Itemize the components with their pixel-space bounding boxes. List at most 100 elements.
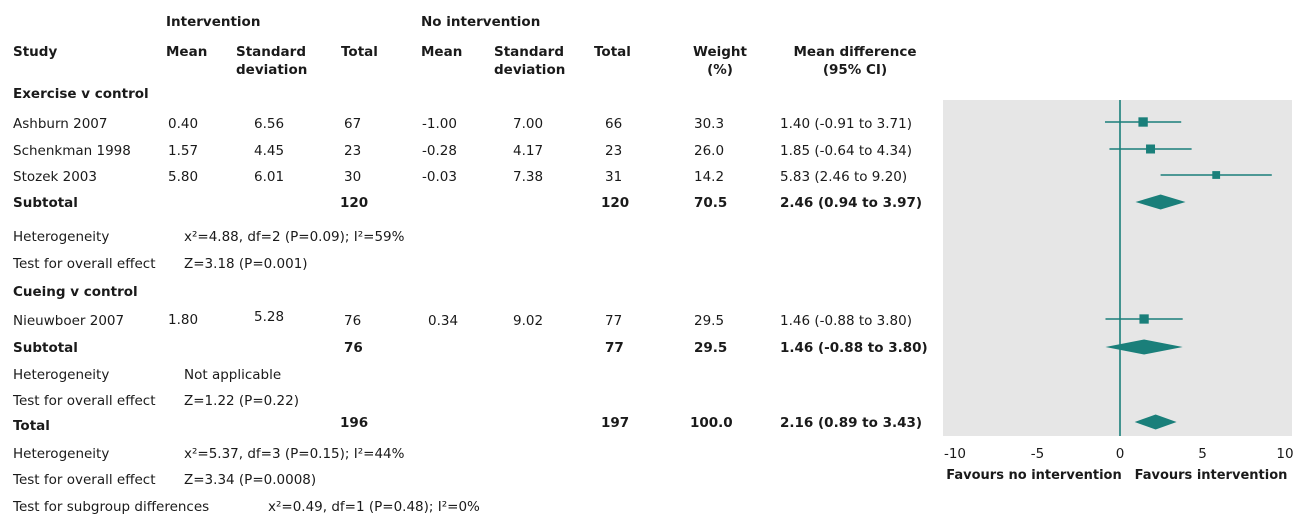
plot-panel xyxy=(943,100,1292,436)
ci-text: 1.85 (-0.64 to 4.34) xyxy=(780,143,913,159)
subtotal-ci-text: 1.46 (-0.88 to 3.80) xyxy=(780,340,928,356)
ctl-total-header: Total xyxy=(594,44,631,60)
intervention-header: Intervention xyxy=(166,14,261,30)
x-tick-label: -10 xyxy=(944,446,966,462)
subtotal-ci-text: 2.46 (0.94 to 3.97) xyxy=(780,195,923,211)
int-sd: 6.56 xyxy=(254,116,285,132)
ctl-mean: 0.34 xyxy=(428,313,459,329)
overall-effect-value: Z=3.18 (P=0.001) xyxy=(184,256,308,272)
study-point xyxy=(1139,314,1149,324)
overall-effect-label: Test for overall effect xyxy=(13,256,156,272)
total-heterogeneity-value: x²=5.37, df=3 (P=0.15); I²=44% xyxy=(184,446,405,462)
int-sd-header-1: Standard xyxy=(236,44,306,60)
heterogeneity-value: Not applicable xyxy=(184,367,282,383)
ctl-sd: 7.38 xyxy=(513,169,544,185)
weight: 26.0 xyxy=(694,143,725,159)
int-total-header: Total xyxy=(341,44,378,60)
study-name: Ashburn 2007 xyxy=(13,116,108,132)
weight: 29.5 xyxy=(694,313,725,329)
study-header: Study xyxy=(13,44,58,60)
int-mean-header: Mean xyxy=(166,44,208,60)
heterogeneity-value: x²=4.88, df=2 (P=0.09); I²=59% xyxy=(184,229,405,245)
ctl-sd-header-1: Standard xyxy=(494,44,564,60)
heterogeneity-label: Heterogeneity xyxy=(13,367,110,383)
ctl-total: 31 xyxy=(605,169,623,185)
ctl-mean: -0.03 xyxy=(422,169,457,185)
ctl-mean-header: Mean xyxy=(421,44,463,60)
ctl-total: 77 xyxy=(605,313,623,329)
subtotal-weight: 29.5 xyxy=(694,340,728,356)
ci-text: 5.83 (2.46 to 9.20) xyxy=(780,169,908,185)
x-tick-label: 10 xyxy=(1276,446,1293,462)
subtotal-ctl-total: 77 xyxy=(605,340,624,356)
pooled-diamond xyxy=(1105,339,1183,355)
weight-header-1: Weight xyxy=(693,44,747,60)
total-overall-effect-label: Test for overall effect xyxy=(13,472,156,488)
subtotal-int-total: 76 xyxy=(344,340,363,356)
ctl-mean: -1.00 xyxy=(422,116,457,132)
total-weight: 100.0 xyxy=(690,415,733,431)
study-point xyxy=(1212,171,1221,179)
subgroup-test-label: Test for subgroup differences xyxy=(13,499,210,515)
group-label-cueing: Cueing v control xyxy=(13,284,138,300)
group-label-exercise: Exercise v control xyxy=(13,86,149,102)
subtotal-label: Subtotal xyxy=(13,340,78,356)
overall-effect-value: Z=1.22 (P=0.22) xyxy=(184,393,299,409)
int-sd-header-2: deviation xyxy=(236,62,308,78)
ctl-sd-header-2: deviation xyxy=(494,62,566,78)
ci-text: 1.46 (-0.88 to 3.80) xyxy=(780,313,913,329)
x-tick-label: -5 xyxy=(1031,446,1044,462)
no-intervention-header: No intervention xyxy=(421,14,541,30)
ctl-mean: -0.28 xyxy=(422,143,457,159)
md-header-2: (95% CI) xyxy=(822,62,888,78)
int-mean: 1.80 xyxy=(168,312,199,328)
overall-effect-label: Test for overall effect xyxy=(13,393,156,409)
int-mean: 5.80 xyxy=(168,169,199,185)
total-ctl-total: 197 xyxy=(601,415,630,431)
study-point xyxy=(1146,144,1156,154)
subtotal-label: Subtotal xyxy=(13,195,78,211)
study-name: Nieuwboer 2007 xyxy=(13,313,125,329)
subtotal-weight: 70.5 xyxy=(694,195,728,211)
weight-header-2: (%) xyxy=(707,62,733,78)
md-header-1: Mean difference xyxy=(793,44,917,60)
study-name: Schenkman 1998 xyxy=(13,143,131,159)
total-ci-text: 2.16 (0.89 to 3.43) xyxy=(780,415,923,431)
favours-left-label: Favours no intervention xyxy=(946,468,1122,483)
int-total: 67 xyxy=(344,116,362,132)
ctl-sd: 7.00 xyxy=(513,116,544,132)
heterogeneity-label: Heterogeneity xyxy=(13,229,110,245)
weight: 14.2 xyxy=(694,169,725,185)
ci-text: 1.40 (-0.91 to 3.71) xyxy=(780,116,913,132)
ctl-total: 66 xyxy=(605,116,623,132)
study-name: Stozek 2003 xyxy=(13,169,97,185)
ctl-total: 23 xyxy=(605,143,623,159)
int-sd: 5.28 xyxy=(254,309,285,325)
int-total: 30 xyxy=(344,169,362,185)
ctl-sd: 9.02 xyxy=(513,313,544,329)
subgroup-test-value: x²=0.49, df=1 (P=0.48); I²=0% xyxy=(268,499,480,515)
pooled-diamond xyxy=(1134,414,1177,430)
int-total: 76 xyxy=(344,313,362,329)
x-tick-label: 5 xyxy=(1198,446,1207,462)
weight: 30.3 xyxy=(694,116,725,132)
total-heterogeneity-label: Heterogeneity xyxy=(13,446,110,462)
pooled-diamond xyxy=(1135,194,1186,210)
study-point xyxy=(1138,117,1148,127)
x-tick-label: 0 xyxy=(1116,446,1125,462)
int-mean: 0.40 xyxy=(168,116,199,132)
total-int-total: 196 xyxy=(340,415,369,431)
ctl-sd: 4.17 xyxy=(513,143,544,159)
int-sd: 4.45 xyxy=(254,143,285,159)
plot-marks xyxy=(1104,117,1272,430)
int-total: 23 xyxy=(344,143,362,159)
int-sd: 6.01 xyxy=(254,169,285,185)
int-mean: 1.57 xyxy=(168,143,199,159)
subtotal-ctl-total: 120 xyxy=(601,195,630,211)
total-label: Total xyxy=(13,418,50,434)
subtotal-int-total: 120 xyxy=(340,195,369,211)
total-overall-effect-value: Z=3.34 (P=0.0008) xyxy=(184,472,317,488)
x-axis-ticks: -10 -5 0 5 10 xyxy=(944,446,1294,462)
favours-right-label: Favours intervention xyxy=(1135,468,1288,483)
